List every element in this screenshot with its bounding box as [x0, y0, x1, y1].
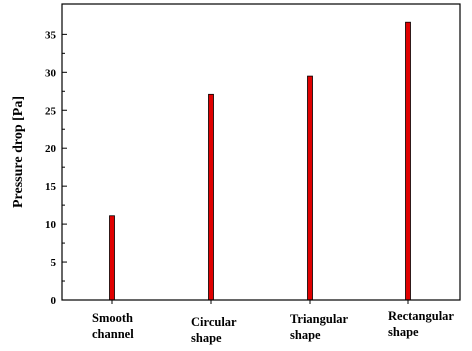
y-tick-label: 0	[51, 295, 57, 307]
bar	[405, 21, 411, 301]
bars-group	[109, 21, 411, 301]
y-tick-label: 5	[51, 257, 57, 269]
plot-frame	[61, 3, 461, 301]
y-tick-label: 30	[45, 67, 57, 79]
x-tick-label: Triangular shape	[290, 312, 349, 342]
y-tick-label: 15	[45, 181, 57, 193]
x-tick-label: Rectangular shape	[388, 309, 454, 339]
x-tick-label: Smooth channel	[92, 311, 134, 341]
x-tick-label: Circular shape	[191, 315, 237, 345]
y-tick-label: 10	[45, 219, 57, 231]
y-tick-label: 25	[45, 105, 57, 117]
y-tick-label: 20	[45, 143, 57, 155]
y-axis-ticks: 0 5 10 15 20 25 30 35	[45, 29, 67, 307]
bar	[307, 75, 313, 301]
bar	[109, 215, 115, 301]
x-axis-ticks: Smooth channel Circular shape Triangular shap…	[92, 300, 454, 345]
y-axis-title: Pressure drop [Pa]	[11, 96, 26, 208]
bar	[208, 93, 214, 301]
y-tick-label: 35	[45, 29, 57, 41]
